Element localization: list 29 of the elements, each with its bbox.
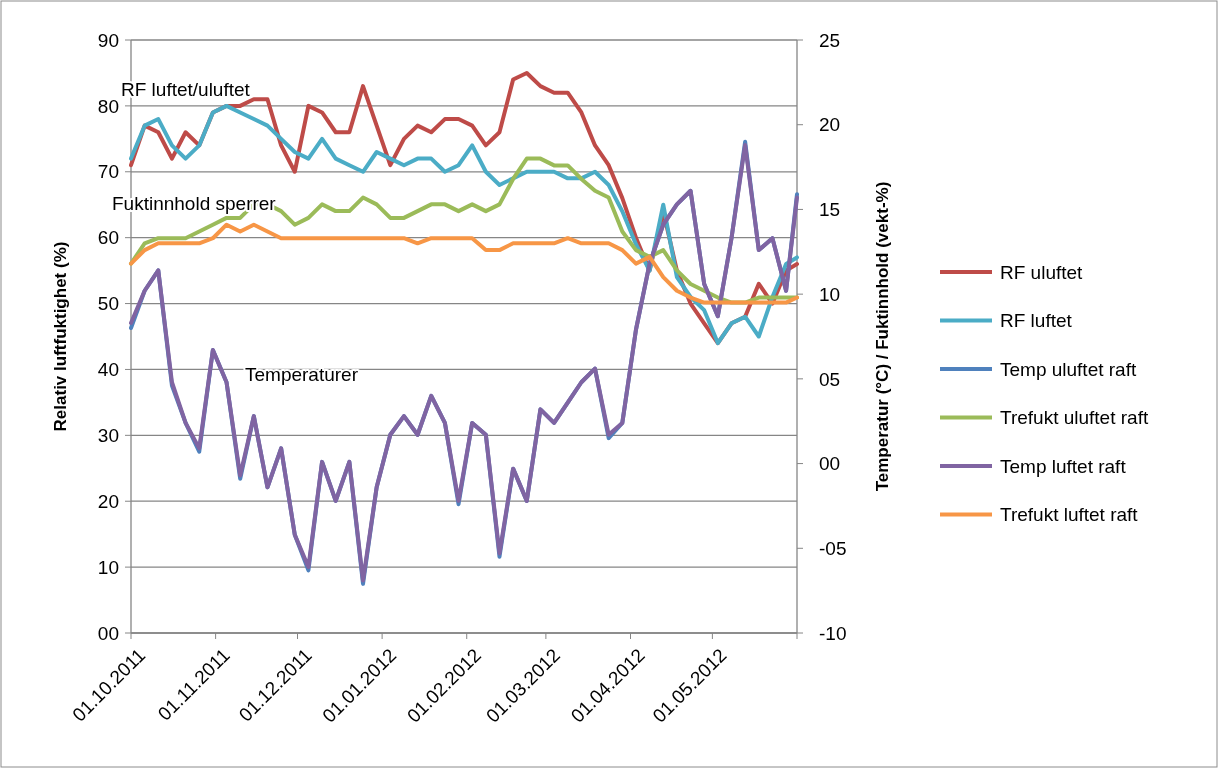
- y-axis-title: Relativ luftfuktighet (%): [51, 241, 70, 432]
- y2-tick-label: -10: [819, 622, 847, 644]
- y-tick-label: 70: [97, 161, 119, 183]
- annotation: Temperaturer: [245, 364, 359, 385]
- y-tick-label: 50: [97, 293, 119, 315]
- annotation: RF luftet/uluftet: [121, 79, 251, 100]
- y-tick-label: 60: [97, 227, 119, 249]
- y2-tick-label: 15: [819, 199, 841, 221]
- y-tick-label: 90: [97, 29, 119, 51]
- legend-label: Trefukt uluftet raft: [1000, 407, 1149, 429]
- y2-axis-title: Temperatur (°C) / Fuktinnhold (vekt-%): [873, 181, 892, 492]
- y-tick-label: 30: [97, 424, 119, 446]
- legend-label: RF luftet: [1000, 310, 1073, 332]
- y2-tick-label: 10: [819, 283, 841, 305]
- y-tick-label: 10: [97, 556, 119, 578]
- legend-label: Temp luftet raft: [1000, 455, 1127, 477]
- y-tick-label: 80: [97, 95, 119, 117]
- legend-label: Temp uluftet raft: [1000, 358, 1137, 380]
- legend-label: Trefukt luftet raft: [1000, 504, 1139, 526]
- annotation: Fuktinnhold sperrer: [112, 193, 277, 214]
- legend-label: RF uluftet: [1000, 261, 1084, 283]
- y-tick-label: 00: [97, 622, 119, 644]
- y-tick-label: 20: [97, 490, 119, 512]
- y-tick-label: 40: [97, 359, 119, 381]
- y2-tick-label: 00: [819, 453, 841, 475]
- y2-tick-label: 05: [819, 368, 841, 390]
- y2-tick-label: 20: [819, 114, 841, 136]
- y2-tick-label: 25: [819, 29, 841, 51]
- y2-tick-label: -05: [819, 537, 847, 559]
